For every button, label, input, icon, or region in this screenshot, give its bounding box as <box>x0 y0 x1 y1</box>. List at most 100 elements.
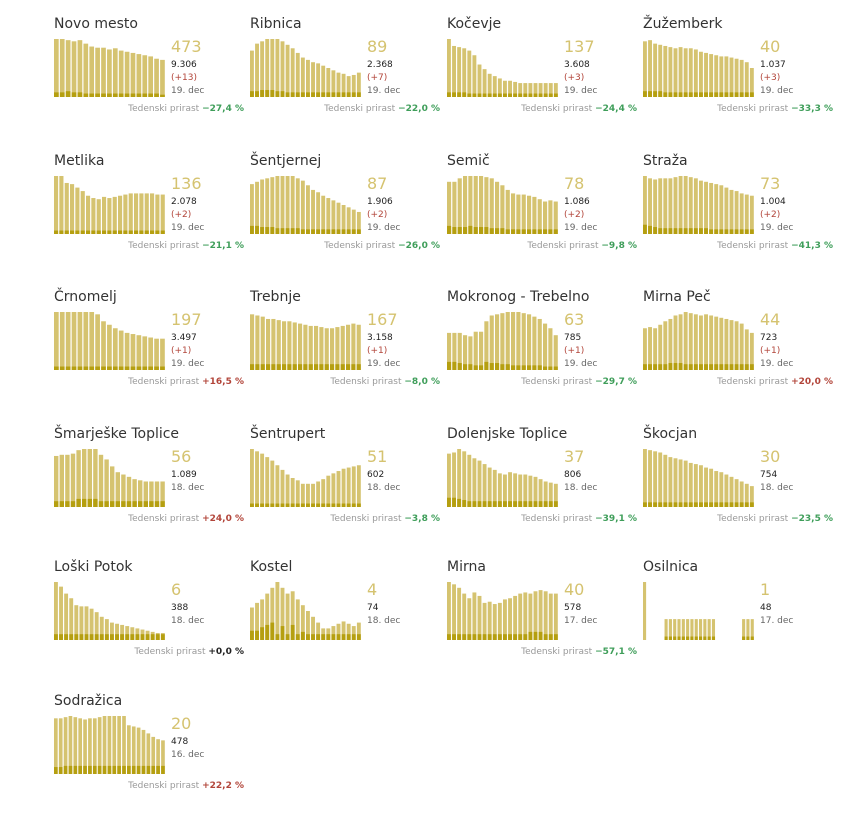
bar-active <box>472 592 477 640</box>
municipality-card-metlika[interactable]: Metlika 136 2.078 (+2) 19. dec Tedenski prira… <box>54 153 244 283</box>
bar-active <box>300 57 305 97</box>
bar-new <box>497 501 502 507</box>
bar-active <box>492 76 497 97</box>
bar-new <box>97 765 102 774</box>
total-cases: 1.037 <box>760 60 786 70</box>
bar-active <box>663 45 668 97</box>
active-cases: 37 <box>564 447 585 466</box>
bar-new <box>457 498 462 507</box>
bar-new <box>351 364 356 370</box>
bar-active <box>513 473 518 507</box>
bar-active <box>76 450 81 507</box>
bar-new <box>134 230 139 234</box>
bar-new <box>311 229 315 234</box>
bar-active <box>341 468 346 507</box>
update-date: 19. dec <box>171 86 205 96</box>
bar-active <box>285 474 290 507</box>
bar-new <box>492 634 497 640</box>
bar-active <box>648 450 652 507</box>
bar-new <box>142 366 148 370</box>
weekly-growth: Tedenski prirast −23,5 % <box>717 514 833 524</box>
bar-active <box>295 480 300 507</box>
bar-new <box>91 230 96 234</box>
bar-active <box>79 606 84 640</box>
municipality-card-smarjeske-toplice[interactable]: Šmarješke Toplice 56 1.089 18. dec Tedenski … <box>54 426 244 556</box>
weekly-growth-value: −41,3 % <box>791 241 833 251</box>
bar-new <box>503 634 507 640</box>
municipality-card-mirna[interactable]: Mirna 40 578 17. dec Tedenski prirast −57,1 … <box>447 559 637 689</box>
bar-new <box>523 634 528 640</box>
bar-new <box>280 91 285 97</box>
new-cases: (+1) <box>171 346 192 356</box>
municipality-card-osilnica[interactable]: Osilnica 1 48 17. dec <box>643 559 833 689</box>
bar-new <box>492 93 497 97</box>
bar-new <box>260 364 265 370</box>
update-date: 19. dec <box>367 223 401 233</box>
bar-active <box>306 185 310 234</box>
municipality-card-mirna-pec[interactable]: Mirna Peč 44 723 (+1) 19. dec Tedenski priras… <box>643 289 833 419</box>
bar-active <box>160 338 165 370</box>
bar-new <box>553 93 558 97</box>
bar-new <box>95 366 100 370</box>
bar-active <box>527 314 532 370</box>
municipality-card-zuzemberk[interactable]: Žužemberk 40 1.037 (+3) 19. dec Tedenski prir… <box>643 16 833 146</box>
bar-active <box>447 181 452 234</box>
municipality-card-loski-potok[interactable]: Loški Potok 6 388 18. dec Tedenski prirast +… <box>54 559 244 689</box>
bar-active <box>330 328 335 370</box>
municipality-card-kocevje[interactable]: Kočevje 137 3.608 (+3) 19. dec Tedenski prira… <box>447 16 637 146</box>
bar-active <box>59 39 65 97</box>
bar-new <box>739 364 744 370</box>
municipality-card-novo-mesto[interactable]: Novo mesto 473 9.306 (+13) 19. dec Tedenski p… <box>54 16 244 146</box>
bar-new <box>298 364 303 370</box>
bar-new <box>523 501 528 507</box>
bar-active <box>739 193 744 234</box>
weekly-growth-value: +20,0 % <box>791 377 833 387</box>
municipality-name: Kostel <box>250 559 293 575</box>
municipality-card-skocjan[interactable]: Škocjan 30 754 18. dec Tedenski prirast −23,… <box>643 426 833 556</box>
bar-new <box>112 765 117 774</box>
bar-new <box>118 230 123 234</box>
bar-active <box>65 312 71 370</box>
bar-active <box>130 627 135 640</box>
bar-new <box>709 92 714 97</box>
bar-active <box>260 41 265 97</box>
bar-new <box>303 364 308 370</box>
bar-new <box>65 501 70 507</box>
municipality-card-crnomelj[interactable]: Črnomelj 197 3.497 (+1) 19. dec Tedenski prir… <box>54 289 244 419</box>
bar-new <box>473 365 478 370</box>
municipality-card-kostel[interactable]: Kostel 4 74 18. dec <box>250 559 440 689</box>
bar-new <box>98 501 104 507</box>
stats: 51 602 18. dec <box>367 448 400 495</box>
bar-active <box>356 72 361 97</box>
stats: 137 3.608 (+3) 19. dec <box>564 38 597 98</box>
bar-active <box>479 331 484 370</box>
stats: 56 1.089 18. dec <box>171 448 204 495</box>
municipality-card-ribnica[interactable]: Ribnica 89 2.368 (+7) 19. dec Tedenski priras… <box>250 16 440 146</box>
municipality-card-mokronog-trebelno[interactable]: Mokronog - Trebelno 63 785 (+1) 19. dec Teden… <box>447 289 637 419</box>
municipality-card-dolenjske-toplice[interactable]: Dolenjske Toplice 37 806 18. dec Tedenski pr… <box>447 426 637 556</box>
municipality-card-semic[interactable]: Semič 78 1.086 (+2) 19. dec Tedenski prirast … <box>447 153 637 283</box>
bar-new <box>548 229 553 234</box>
bar-active <box>457 332 462 370</box>
bar-new <box>663 92 668 97</box>
bar-active <box>683 312 688 370</box>
municipality-card-sentjernej[interactable]: Šentjernej 87 1.906 (+2) 19. dec Tedenski pri… <box>250 153 440 283</box>
bar-active <box>130 52 136 97</box>
bar-active <box>255 451 259 507</box>
bar-new <box>331 634 336 640</box>
bar-new <box>93 498 98 507</box>
bar-active <box>492 604 497 640</box>
bar-active <box>112 328 118 370</box>
bar-new <box>80 230 85 234</box>
bar-chart <box>643 312 754 370</box>
municipality-card-trebnje[interactable]: Trebnje 167 3.158 (+1) 19. dec Tedenski prira… <box>250 289 440 419</box>
municipality-card-straza[interactable]: Straža 73 1.004 (+2) 19. dec Tedenski prirast… <box>643 153 833 283</box>
bar-new <box>472 634 477 640</box>
municipality-card-sentrupert[interactable]: Šentrupert 51 602 18. dec Tedenski prirast −… <box>250 426 440 556</box>
bar-active <box>107 49 112 97</box>
total-cases: 754 <box>760 470 778 480</box>
bar-active <box>487 601 492 640</box>
bar-active <box>341 621 346 640</box>
municipality-card-sodrazica[interactable]: Sodražica 20 478 16. dec Tedenski prirast +2… <box>54 693 244 823</box>
bar-new <box>96 230 101 234</box>
